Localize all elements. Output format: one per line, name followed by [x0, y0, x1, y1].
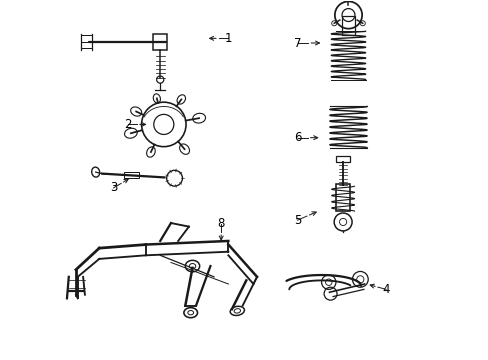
Bar	[341, 16, 354, 35]
Text: 1: 1	[224, 32, 232, 45]
Bar	[335, 184, 349, 211]
Text: 7: 7	[293, 36, 301, 50]
Bar	[335, 156, 349, 162]
Text: 2: 2	[124, 118, 131, 131]
Bar	[123, 172, 139, 178]
Bar	[153, 34, 167, 50]
Text: 4: 4	[382, 283, 389, 296]
Text: 8: 8	[217, 217, 224, 230]
Text: 5: 5	[293, 214, 301, 227]
Text: 3: 3	[110, 181, 117, 194]
Text: 6: 6	[293, 131, 301, 144]
